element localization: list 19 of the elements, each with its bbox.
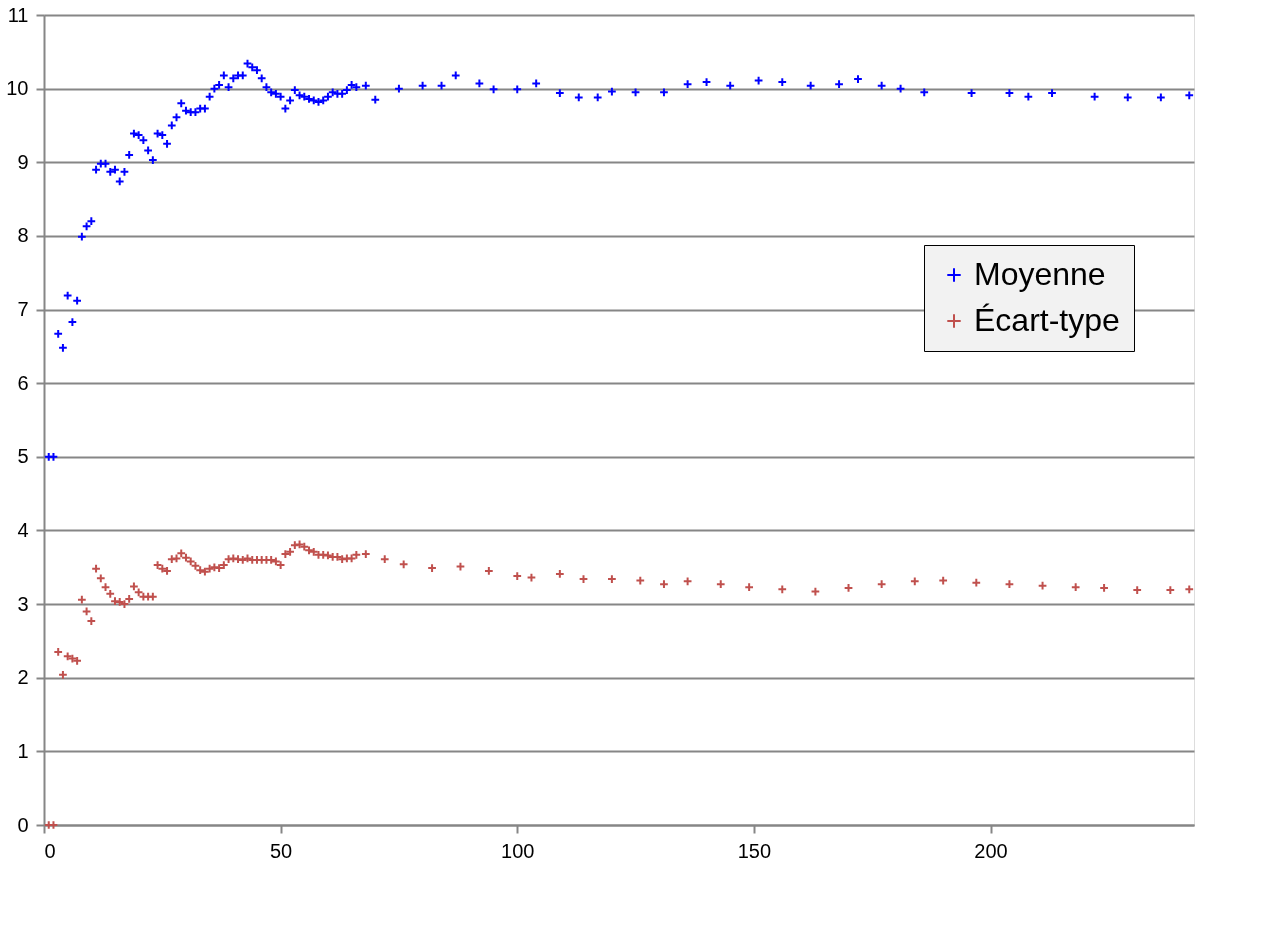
x-tick-label: 0 [44, 839, 56, 862]
y-tick-label: 10 [6, 77, 29, 100]
y-tick-label: 9 [17, 150, 29, 173]
y-tick-label: 1 [17, 739, 29, 762]
legend-label: Écart-type [974, 302, 1120, 338]
legend-label: Moyenne [974, 256, 1106, 292]
x-tick-label: 50 [270, 839, 293, 862]
x-tick-label: 200 [974, 839, 1008, 862]
y-tick-label: 6 [17, 371, 29, 394]
y-tick-label: 7 [17, 298, 29, 321]
y-tick-label: 2 [17, 666, 29, 689]
y-tick-label: 0 [17, 813, 29, 836]
y-tick-label: 3 [17, 592, 29, 615]
x-tick-label: 100 [501, 839, 535, 862]
y-tick-label: 4 [17, 518, 29, 541]
y-tick-label: 8 [17, 224, 29, 247]
x-tick-label: 150 [737, 839, 772, 862]
y-tick-label: 5 [17, 445, 29, 468]
y-tick-label: 11 [7, 3, 29, 26]
